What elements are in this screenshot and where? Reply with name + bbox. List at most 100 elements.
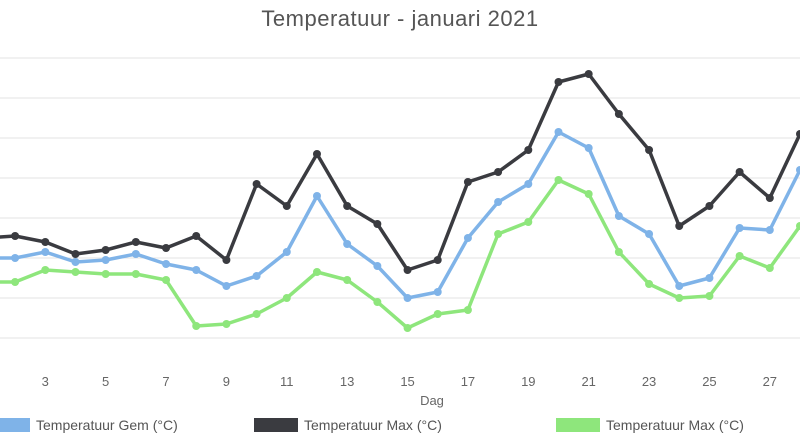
- data-point[interactable]: [403, 294, 412, 302]
- data-point[interactable]: [554, 176, 563, 184]
- series-group: [0, 70, 800, 332]
- data-point[interactable]: [463, 306, 472, 314]
- data-point[interactable]: [675, 294, 684, 302]
- data-point[interactable]: [796, 222, 800, 230]
- series-line[interactable]: [0, 178, 800, 330]
- data-point[interactable]: [131, 270, 140, 278]
- data-point[interactable]: [312, 268, 321, 276]
- data-point[interactable]: [192, 266, 201, 274]
- series-0: [0, 128, 800, 302]
- data-point[interactable]: [645, 146, 654, 154]
- data-point[interactable]: [131, 238, 140, 246]
- data-point[interactable]: [252, 272, 261, 280]
- data-point[interactable]: [614, 110, 623, 118]
- data-point[interactable]: [765, 226, 774, 234]
- data-point[interactable]: [705, 274, 714, 282]
- data-point[interactable]: [282, 294, 291, 302]
- data-point[interactable]: [645, 230, 654, 238]
- series-line[interactable]: [0, 72, 800, 272]
- x-tick-labels: 3 5 7 9 11 13 15 17 19 21 23 25 27: [42, 374, 777, 389]
- legend-item[interactable]: Temperatuur Gem (°C): [0, 417, 178, 433]
- x-tick-label: 21: [581, 374, 595, 389]
- data-point[interactable]: [373, 298, 382, 306]
- data-point[interactable]: [645, 280, 654, 288]
- data-point[interactable]: [41, 266, 50, 274]
- data-point[interactable]: [162, 260, 171, 268]
- legend-label: Temperatuur Gem (°C): [36, 417, 178, 433]
- data-point[interactable]: [403, 266, 412, 274]
- x-axis-title: Dag: [420, 393, 444, 408]
- data-point[interactable]: [765, 264, 774, 272]
- data-point[interactable]: [192, 232, 201, 240]
- data-point[interactable]: [343, 276, 352, 284]
- data-point[interactable]: [705, 292, 714, 300]
- data-point[interactable]: [584, 190, 593, 198]
- data-point[interactable]: [252, 180, 261, 188]
- data-point[interactable]: [162, 276, 171, 284]
- data-point[interactable]: [675, 222, 684, 230]
- data-point[interactable]: [71, 268, 80, 276]
- data-point[interactable]: [433, 288, 442, 296]
- data-point[interactable]: [252, 310, 261, 318]
- data-point[interactable]: [373, 262, 382, 270]
- data-point[interactable]: [11, 278, 20, 286]
- data-point[interactable]: [11, 254, 20, 262]
- series-line[interactable]: [0, 130, 800, 300]
- data-point[interactable]: [735, 224, 744, 232]
- data-point[interactable]: [735, 252, 744, 260]
- legend-label: Temperatuur Max (°C): [304, 417, 442, 433]
- data-point[interactable]: [222, 256, 231, 264]
- data-point[interactable]: [494, 168, 503, 176]
- data-point[interactable]: [554, 78, 563, 86]
- data-point[interactable]: [282, 248, 291, 256]
- data-point[interactable]: [705, 202, 714, 210]
- x-tick-label: 19: [521, 374, 535, 389]
- data-point[interactable]: [433, 256, 442, 264]
- x-tick-label: 7: [162, 374, 169, 389]
- data-point[interactable]: [554, 128, 563, 136]
- data-point[interactable]: [463, 178, 472, 186]
- data-point[interactable]: [101, 246, 110, 254]
- data-point[interactable]: [343, 202, 352, 210]
- data-point[interactable]: [524, 146, 533, 154]
- data-point[interactable]: [796, 166, 800, 174]
- data-point[interactable]: [403, 324, 412, 332]
- data-point[interactable]: [71, 258, 80, 266]
- data-point[interactable]: [524, 180, 533, 188]
- data-point[interactable]: [162, 244, 171, 252]
- data-point[interactable]: [796, 130, 800, 138]
- data-point[interactable]: [312, 150, 321, 158]
- data-point[interactable]: [41, 238, 50, 246]
- data-point[interactable]: [222, 282, 231, 290]
- data-point[interactable]: [131, 250, 140, 258]
- data-point[interactable]: [675, 282, 684, 290]
- x-tick-label: 3: [42, 374, 49, 389]
- legend-item[interactable]: Temperatuur Max (°C): [556, 417, 744, 433]
- data-point[interactable]: [765, 194, 774, 202]
- data-point[interactable]: [373, 220, 382, 228]
- data-point[interactable]: [614, 248, 623, 256]
- data-point[interactable]: [101, 270, 110, 278]
- data-point[interactable]: [101, 256, 110, 264]
- data-point[interactable]: [584, 70, 593, 78]
- data-point[interactable]: [524, 218, 533, 226]
- data-point[interactable]: [614, 212, 623, 220]
- data-point[interactable]: [735, 168, 744, 176]
- data-point[interactable]: [222, 320, 231, 328]
- legend-label: Temperatuur Max (°C): [606, 417, 744, 433]
- data-point[interactable]: [494, 198, 503, 206]
- legend-item[interactable]: Temperatuur Max (°C): [254, 417, 442, 433]
- data-point[interactable]: [41, 248, 50, 256]
- data-point[interactable]: [312, 192, 321, 200]
- data-point[interactable]: [494, 230, 503, 238]
- data-point[interactable]: [11, 232, 20, 240]
- data-point[interactable]: [584, 144, 593, 152]
- data-point[interactable]: [71, 250, 80, 258]
- data-point[interactable]: [343, 240, 352, 248]
- data-point[interactable]: [463, 234, 472, 242]
- data-point[interactable]: [282, 202, 291, 210]
- legend[interactable]: Temperatuur Gem (°C) Temperatuur Max (°C)…: [0, 417, 744, 433]
- data-point[interactable]: [192, 322, 201, 330]
- data-point[interactable]: [433, 310, 442, 318]
